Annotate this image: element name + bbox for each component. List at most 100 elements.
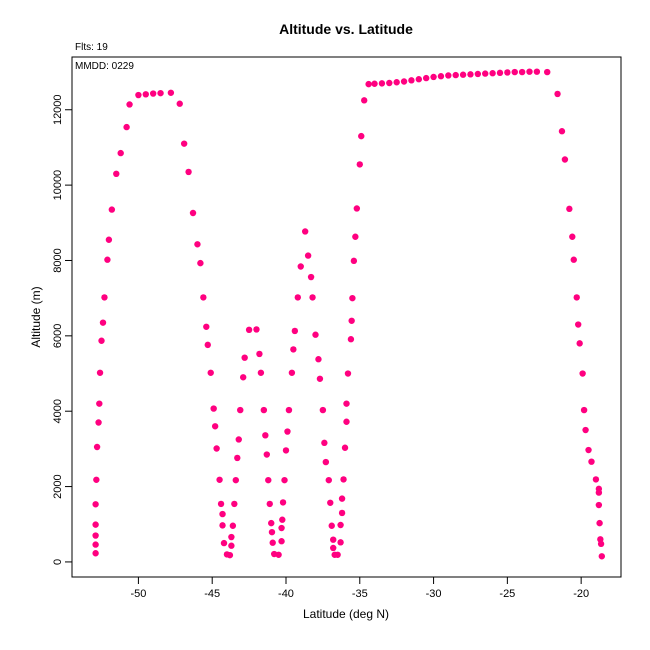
data-point bbox=[157, 89, 164, 97]
data-point bbox=[234, 454, 241, 462]
y-tick-label: 12000 bbox=[52, 94, 64, 125]
data-point bbox=[378, 80, 386, 87]
data-point bbox=[592, 476, 600, 483]
data-point bbox=[518, 68, 526, 76]
data-point bbox=[92, 541, 99, 548]
data-point bbox=[135, 91, 142, 99]
data-point bbox=[338, 495, 346, 502]
data-point bbox=[526, 68, 533, 75]
data-point bbox=[482, 70, 489, 77]
data-point bbox=[365, 80, 372, 88]
data-point bbox=[228, 533, 235, 541]
data-point bbox=[337, 521, 344, 529]
data-point bbox=[93, 443, 101, 451]
data-point bbox=[98, 337, 105, 344]
data-points bbox=[92, 68, 606, 560]
x-axis-label: Latitude (deg N) bbox=[303, 607, 389, 621]
data-point bbox=[330, 544, 337, 552]
x-tick-label: -25 bbox=[499, 588, 515, 600]
data-point bbox=[194, 241, 201, 248]
data-point bbox=[142, 91, 149, 98]
data-point bbox=[319, 406, 327, 414]
data-point bbox=[597, 540, 605, 548]
data-point bbox=[315, 356, 322, 363]
chart-title: Altitude vs. Latitude bbox=[279, 21, 413, 37]
data-point bbox=[582, 426, 589, 434]
data-point bbox=[325, 476, 332, 484]
data-point bbox=[257, 369, 265, 376]
data-point bbox=[282, 447, 290, 454]
data-point bbox=[256, 350, 263, 358]
data-point bbox=[108, 206, 116, 213]
data-point bbox=[570, 256, 577, 263]
data-point bbox=[358, 132, 365, 140]
data-point bbox=[393, 79, 400, 86]
y-tick-label: 0 bbox=[52, 559, 64, 565]
data-point bbox=[595, 489, 603, 496]
data-point bbox=[343, 418, 350, 425]
data-point bbox=[278, 538, 285, 545]
data-point bbox=[96, 400, 103, 407]
data-point bbox=[265, 476, 272, 484]
data-point bbox=[343, 400, 350, 407]
data-point bbox=[268, 519, 275, 527]
data-point bbox=[569, 233, 576, 240]
data-point bbox=[93, 476, 100, 483]
data-point bbox=[304, 252, 312, 259]
data-point bbox=[185, 168, 192, 176]
data-point bbox=[239, 374, 247, 381]
data-point bbox=[220, 539, 228, 547]
data-point bbox=[511, 68, 518, 76]
data-point bbox=[504, 69, 511, 76]
data-point bbox=[95, 419, 102, 426]
data-point bbox=[200, 294, 207, 301]
data-point bbox=[467, 71, 474, 78]
data-point bbox=[211, 423, 219, 430]
data-point bbox=[281, 476, 288, 484]
data-point bbox=[301, 228, 309, 235]
data-point bbox=[558, 128, 566, 135]
data-point bbox=[361, 97, 368, 104]
data-point bbox=[474, 70, 482, 78]
data-point bbox=[245, 326, 253, 334]
y-tick-label: 6000 bbox=[52, 324, 64, 348]
data-point bbox=[232, 476, 240, 484]
data-point bbox=[104, 256, 111, 263]
data-point bbox=[290, 346, 297, 353]
data-point bbox=[219, 510, 226, 518]
data-point bbox=[123, 123, 130, 131]
data-point bbox=[269, 539, 276, 546]
data-point bbox=[278, 524, 285, 532]
data-point bbox=[408, 77, 415, 84]
data-point bbox=[445, 72, 452, 79]
data-point bbox=[309, 294, 316, 301]
data-point bbox=[101, 294, 108, 301]
data-point bbox=[180, 140, 188, 147]
x-tick-label: -35 bbox=[352, 588, 368, 600]
data-point bbox=[554, 90, 561, 98]
data-point bbox=[422, 74, 430, 82]
y-tick-label: 10000 bbox=[52, 170, 64, 201]
data-point bbox=[321, 439, 328, 447]
data-point bbox=[596, 519, 603, 527]
data-point bbox=[328, 522, 335, 529]
mmdd-annotation: MMDD: 0229 bbox=[75, 61, 134, 72]
data-point bbox=[356, 161, 363, 168]
data-point bbox=[189, 209, 197, 217]
data-point bbox=[219, 522, 226, 529]
data-point bbox=[340, 476, 347, 483]
y-axis-label: Altitude (m) bbox=[29, 286, 43, 347]
data-point bbox=[573, 294, 580, 301]
y-tick-label: 8000 bbox=[52, 248, 64, 272]
data-point bbox=[285, 406, 293, 414]
data-point bbox=[275, 551, 282, 558]
data-point bbox=[237, 406, 244, 414]
x-tick-label: -30 bbox=[426, 588, 442, 600]
data-point bbox=[312, 331, 319, 338]
data-point bbox=[92, 521, 99, 528]
data-point bbox=[327, 499, 334, 506]
data-point bbox=[585, 446, 592, 454]
data-point bbox=[452, 71, 459, 79]
data-point bbox=[415, 76, 423, 83]
data-point bbox=[353, 205, 361, 212]
